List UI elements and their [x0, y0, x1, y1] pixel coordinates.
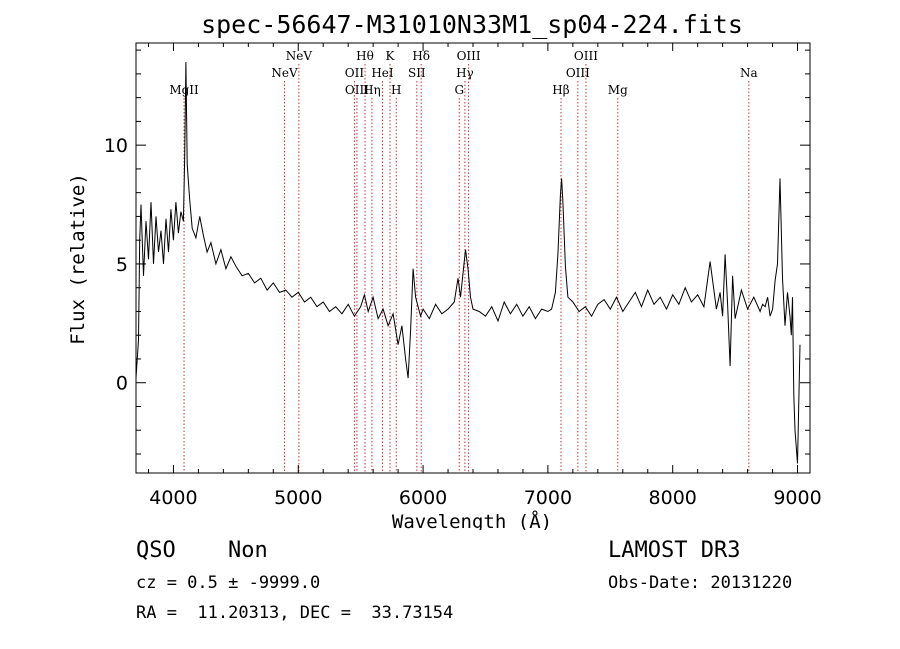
x-tick-label: 9000 — [773, 487, 821, 509]
x-tick-label: 5000 — [274, 487, 322, 509]
emission-line-label: OII — [345, 66, 365, 80]
y-tick-label: 0 — [116, 373, 128, 395]
emission-line-label: Na — [740, 66, 758, 80]
observation-date: Obs-Date: 20131220 — [608, 573, 793, 593]
emission-line-label: OIII — [574, 49, 598, 63]
emission-line-label: Hη — [363, 83, 381, 97]
x-axis-label: Wavelength (Å) — [392, 510, 552, 530]
emission-line-label: Hθ — [356, 49, 374, 63]
object-subclass: Non — [228, 538, 268, 563]
emission-line-label: MgII — [169, 83, 199, 97]
redshift-text: cz = 0.5 ± -9999.0 — [136, 573, 321, 593]
emission-line-label: HeI — [371, 66, 394, 80]
emission-line-label: G — [454, 83, 464, 97]
emission-line-labels: MgII NeV NeV OII OIII Hθ Hη HeI K H SII Hδ G Hγ OIII Hβ… — [169, 49, 757, 97]
x-tick-label: 8000 — [649, 487, 697, 509]
emission-line-label: Hγ — [456, 66, 474, 80]
y-axis-label: Flux (relative) — [67, 173, 89, 345]
emission-line-label: OIII — [566, 66, 590, 80]
object-class: QSO — [136, 538, 176, 563]
emission-line-label: Mg — [608, 83, 628, 97]
spectrum-line — [135, 61, 801, 464]
emission-line-label: OIII — [457, 49, 481, 63]
coordinates-text: RA = 11.20313, DEC = 33.73154 — [136, 603, 454, 623]
emission-line-label: NeV — [286, 49, 313, 63]
emission-line-label: SII — [408, 66, 426, 80]
survey-name: LAMOST DR3 — [608, 538, 741, 563]
axis-ticks: 4000 5000 6000 7000 8000 9000 0 5 10 — [104, 43, 822, 509]
emission-line-markers — [183, 64, 750, 473]
chart-title: spec-56647-M31010N33M1_sp04-224.fits — [201, 10, 743, 39]
plot-frame — [135, 42, 811, 474]
y-tick-label: 5 — [116, 254, 128, 276]
emission-line-label: OIII — [345, 83, 369, 97]
x-tick-label: 4000 — [149, 487, 197, 509]
spectrum-chart: spec-56647-M31010N33M1_sp04-224.fits MgI… — [67, 10, 822, 530]
emission-line-label: H — [391, 83, 401, 97]
emission-line-label: K — [386, 49, 396, 63]
emission-line-label: NeV — [271, 66, 298, 80]
y-tick-label: 10 — [104, 135, 128, 157]
emission-line-label: Hδ — [412, 49, 430, 63]
x-tick-label: 7000 — [524, 487, 572, 509]
x-tick-label: 6000 — [399, 487, 447, 509]
emission-line-label: Hβ — [552, 83, 569, 97]
